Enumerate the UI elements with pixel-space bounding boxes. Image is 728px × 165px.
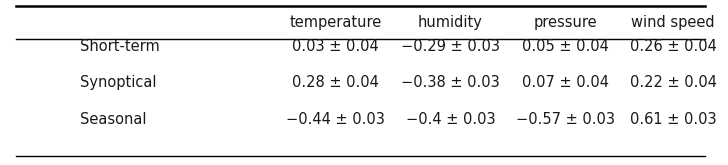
Text: humidity: humidity xyxy=(418,15,483,30)
Text: −0.38 ± 0.03: −0.38 ± 0.03 xyxy=(401,75,499,90)
Text: Synoptical: Synoptical xyxy=(80,75,157,90)
Text: Seasonal: Seasonal xyxy=(80,112,147,127)
Text: 0.05 ± 0.04: 0.05 ± 0.04 xyxy=(522,39,609,54)
Text: −0.57 ± 0.03: −0.57 ± 0.03 xyxy=(516,112,615,127)
Text: 0.03 ± 0.04: 0.03 ± 0.04 xyxy=(292,39,379,54)
Text: temperature: temperature xyxy=(289,15,381,30)
Text: −0.29 ± 0.03: −0.29 ± 0.03 xyxy=(401,39,500,54)
Text: pressure: pressure xyxy=(534,15,597,30)
Text: Short-term: Short-term xyxy=(80,39,160,54)
Text: 0.28 ± 0.04: 0.28 ± 0.04 xyxy=(292,75,379,90)
Text: 0.22 ± 0.04: 0.22 ± 0.04 xyxy=(630,75,716,90)
Text: 0.61 ± 0.03: 0.61 ± 0.03 xyxy=(630,112,716,127)
Text: 0.26 ± 0.04: 0.26 ± 0.04 xyxy=(630,39,716,54)
Text: wind speed: wind speed xyxy=(631,15,715,30)
Text: 0.07 ± 0.04: 0.07 ± 0.04 xyxy=(522,75,609,90)
Text: −0.44 ± 0.03: −0.44 ± 0.03 xyxy=(286,112,385,127)
Text: −0.4 ± 0.03: −0.4 ± 0.03 xyxy=(405,112,495,127)
